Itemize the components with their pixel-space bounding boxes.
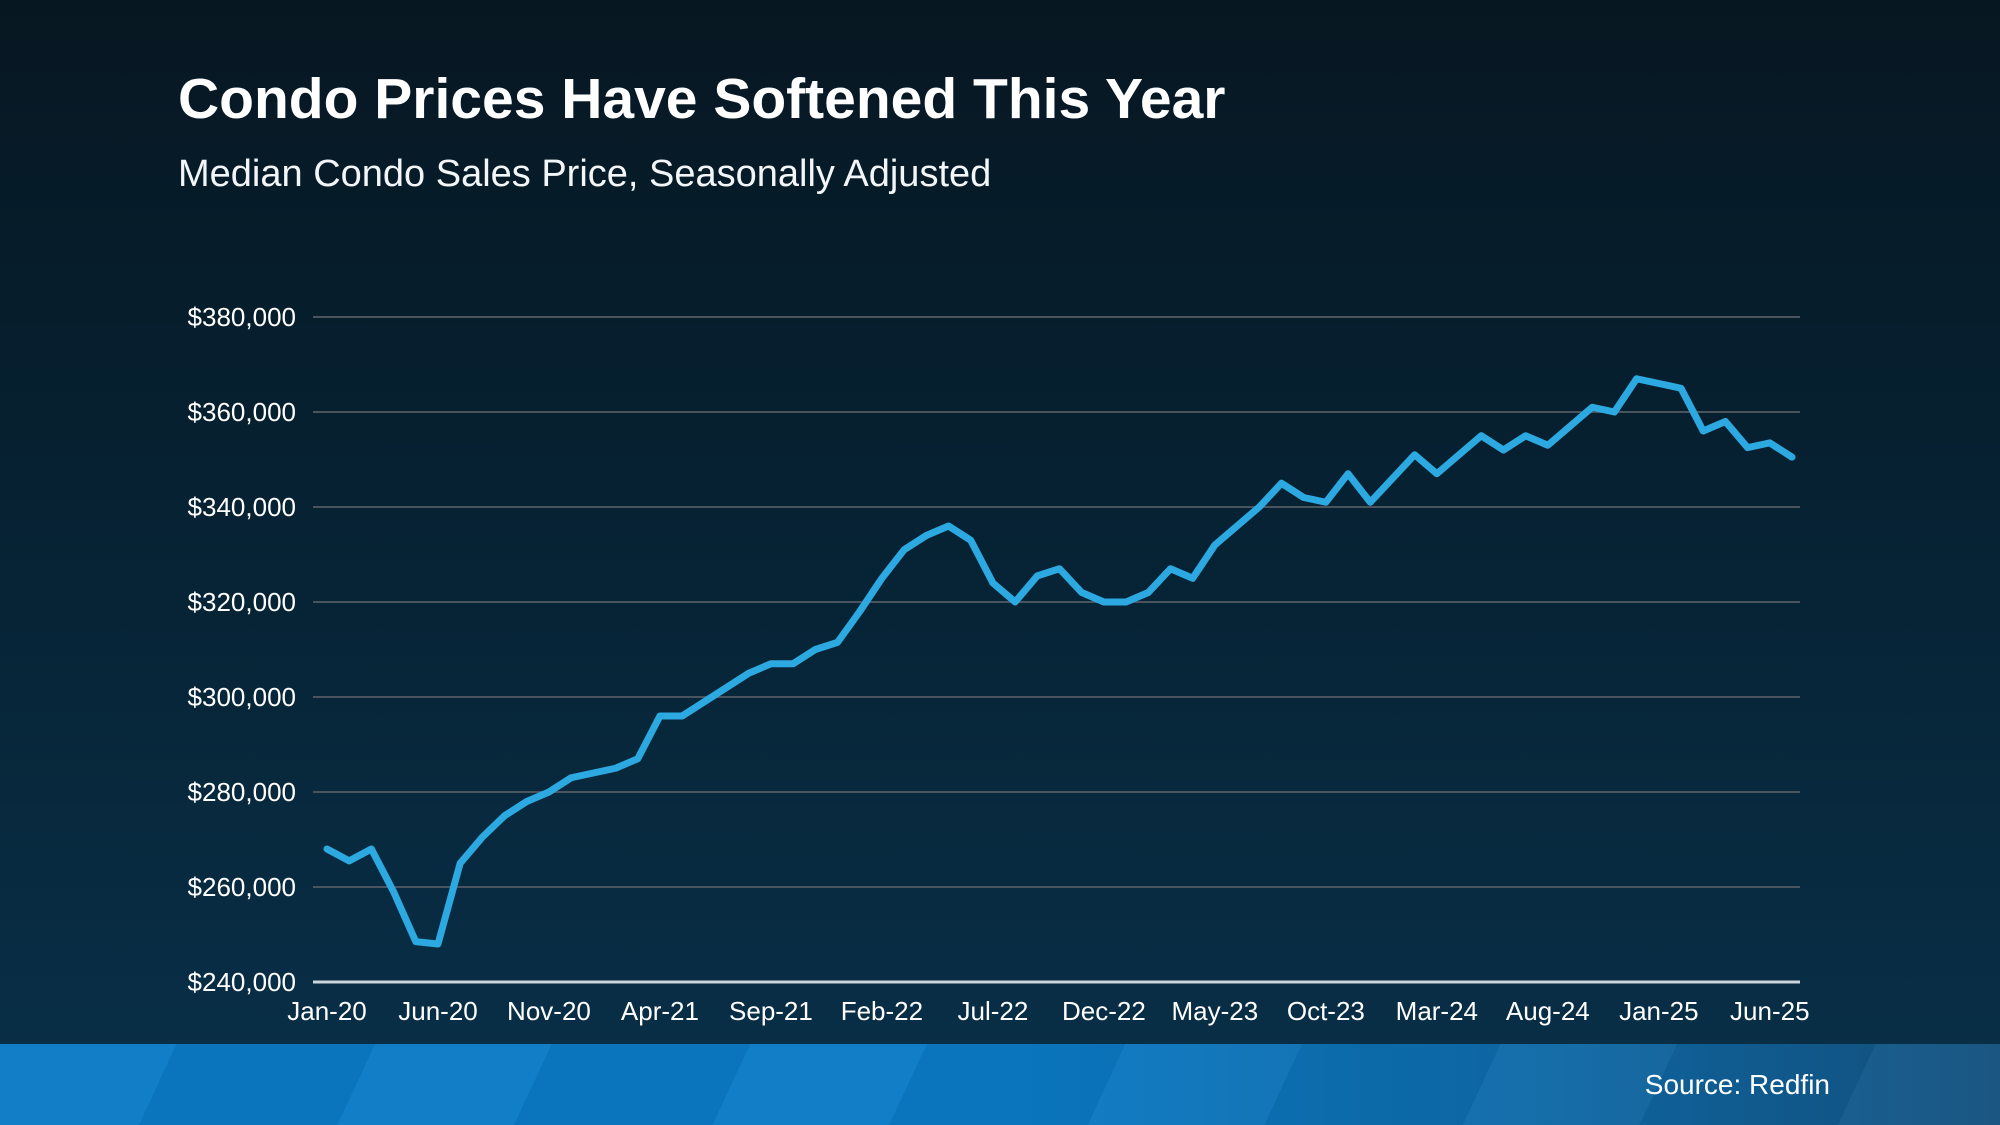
x-tick-label: Jul-22 — [957, 996, 1028, 1026]
x-tick-label: Nov-20 — [507, 996, 591, 1026]
x-tick-label: Jun-25 — [1730, 996, 1810, 1026]
x-tick-label: Aug-24 — [1506, 996, 1590, 1026]
y-tick-label: $380,000 — [188, 302, 296, 332]
x-tick-label: Jan-20 — [287, 996, 367, 1026]
x-tick-label: Dec-22 — [1062, 996, 1146, 1026]
y-tick-label: $340,000 — [188, 492, 296, 522]
y-tick-label: $280,000 — [188, 777, 296, 807]
y-tick-label: $320,000 — [188, 587, 296, 617]
chart-subtitle: Median Condo Sales Price, Seasonally Adj… — [178, 152, 992, 195]
x-tick-label: Jan-25 — [1619, 996, 1699, 1026]
x-tick-label: Oct-23 — [1287, 996, 1365, 1026]
chart-title: Condo Prices Have Softened This Year — [178, 67, 1226, 131]
y-tick-label: $260,000 — [188, 872, 296, 902]
x-tick-label: Jun-20 — [398, 996, 478, 1026]
x-tick-label: Apr-21 — [621, 996, 699, 1026]
x-tick-label: Feb-22 — [841, 996, 923, 1026]
chart-header: Condo Prices Have Softened This Year Med… — [178, 68, 1225, 196]
x-tick-label: Mar-24 — [1396, 996, 1478, 1026]
footer-bar: Source: Redfin — [0, 1044, 2000, 1125]
y-tick-label: $300,000 — [188, 682, 296, 712]
y-tick-label: $240,000 — [188, 967, 296, 997]
source-label: Source: Redfin — [1644, 1068, 1830, 1100]
y-tick-label: $360,000 — [188, 397, 296, 427]
x-tick-label: Sep-21 — [729, 996, 813, 1026]
price-line — [323, 375, 1796, 948]
x-tick-label: May-23 — [1172, 996, 1259, 1026]
